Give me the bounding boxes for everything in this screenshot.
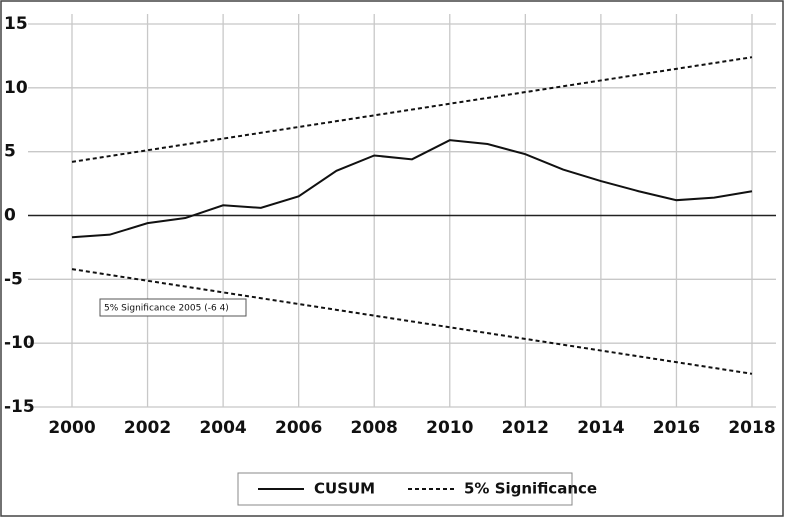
x-tick-label: 2000 <box>48 418 95 438</box>
x-tick-label: 2010 <box>426 418 473 438</box>
legend-label: CUSUM <box>314 480 375 498</box>
y-tick-label: 10 <box>4 78 28 98</box>
y-tick-label: 5 <box>4 142 16 162</box>
x-tick-label: 2006 <box>275 418 322 438</box>
series-lower-line <box>71 268 753 375</box>
x-tick-label: 2004 <box>199 418 246 438</box>
annotation-box <box>99 298 247 317</box>
legend-label: 5% Significance <box>464 480 597 498</box>
y-tick-label: -15 <box>4 397 35 417</box>
y-tick-label: 0 <box>4 206 16 226</box>
x-tick-label: 2016 <box>653 418 700 438</box>
y-tick-label: -5 <box>4 269 23 289</box>
series-line <box>71 56 753 163</box>
x-tick-label: 2012 <box>502 418 549 438</box>
y-tick-label: 15 <box>4 14 28 34</box>
x-tick-label: 2018 <box>728 418 775 438</box>
x-tick-label: 2014 <box>577 418 624 438</box>
y-tick-label: -10 <box>4 333 35 353</box>
annotation: 5% Significance 2005 (-6 4) <box>104 304 229 314</box>
series-line <box>71 139 753 239</box>
x-tick-label: 2008 <box>351 418 398 438</box>
x-tick-label: 2002 <box>124 418 171 438</box>
